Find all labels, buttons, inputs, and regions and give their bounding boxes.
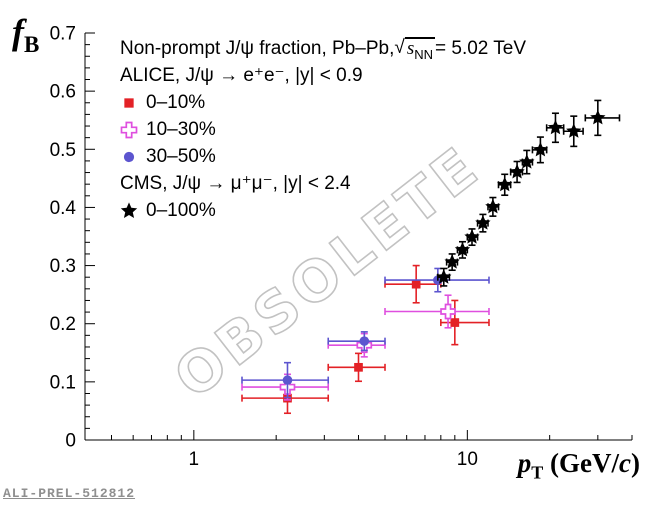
- y-tick-label: 0: [65, 431, 76, 452]
- filled-star-icon: [120, 201, 138, 218]
- legend-title: Non-prompt J/ψ fraction, Pb–Pb, √ sNN = 5…: [120, 35, 526, 62]
- legend-title-text: Non-prompt J/ψ fraction, Pb–Pb,: [120, 38, 395, 59]
- legend-entry-0-10: 0–10%: [120, 89, 526, 116]
- y-tick-label: 0.1: [50, 372, 76, 393]
- y-tick-label: 0.2: [50, 314, 76, 335]
- legend-entry-label: 30–50%: [146, 146, 216, 167]
- y-axis-symbol: f: [12, 12, 24, 52]
- x-axis-subscript: T: [531, 462, 544, 483]
- x-axis-unit: (GeV/c): [543, 448, 640, 478]
- x-axis-symbol: p: [517, 448, 532, 478]
- series-CMS-0–100%: [436, 99, 621, 287]
- y-tick-label: 0.7: [50, 24, 76, 45]
- x-tick-label: 10: [457, 449, 478, 470]
- series-ALICE-10–30%: [241, 294, 490, 401]
- y-axis-subscript: B: [24, 32, 40, 58]
- y-tick-label: 0.5: [50, 140, 76, 161]
- legend-entry-label: 0–100%: [146, 200, 216, 221]
- legend-entry-label: 10–30%: [146, 119, 216, 140]
- filled-square-icon: [124, 97, 134, 108]
- legend: Non-prompt J/ψ fraction, Pb–Pb, √ sNN = 5…: [120, 35, 526, 224]
- axes: 0 0.1 0.2 0.3 0.4 0.5 0.6 0.7 1 10: [50, 24, 633, 470]
- legend-entry-0-100: 0–100%: [120, 197, 526, 224]
- figure-id-link[interactable]: ALI-PREL-512812: [3, 486, 136, 501]
- y-tick-label: 0.6: [50, 82, 76, 103]
- legend-cms-header: CMS, J/ψ → μ⁺μ⁻, |y| < 2.4: [120, 173, 351, 194]
- y-axis-title: fB: [12, 14, 39, 56]
- filled-circle-icon: [123, 151, 135, 162]
- y-tick-label: 0.4: [50, 198, 77, 219]
- legend-alice-header: ALICE, J/ψ → e⁺e⁻, |y| < 0.9: [120, 65, 363, 86]
- legend-entry-10-30: 10–30%: [120, 116, 526, 143]
- open-cross-icon: [120, 121, 138, 138]
- legend-entry-30-50: 30–50%: [120, 143, 526, 170]
- sqrt-snn: √ sNN: [394, 37, 436, 62]
- x-axis-title: pT (GeV/c): [517, 448, 640, 483]
- legend-entry-label: 0–10%: [146, 92, 206, 113]
- y-tick-label: 0.3: [50, 256, 76, 277]
- legend-title-energy: = 5.02 TeV: [435, 38, 527, 59]
- x-tick-label: 1: [189, 449, 200, 470]
- series-ALICE-30–50%: [241, 267, 490, 399]
